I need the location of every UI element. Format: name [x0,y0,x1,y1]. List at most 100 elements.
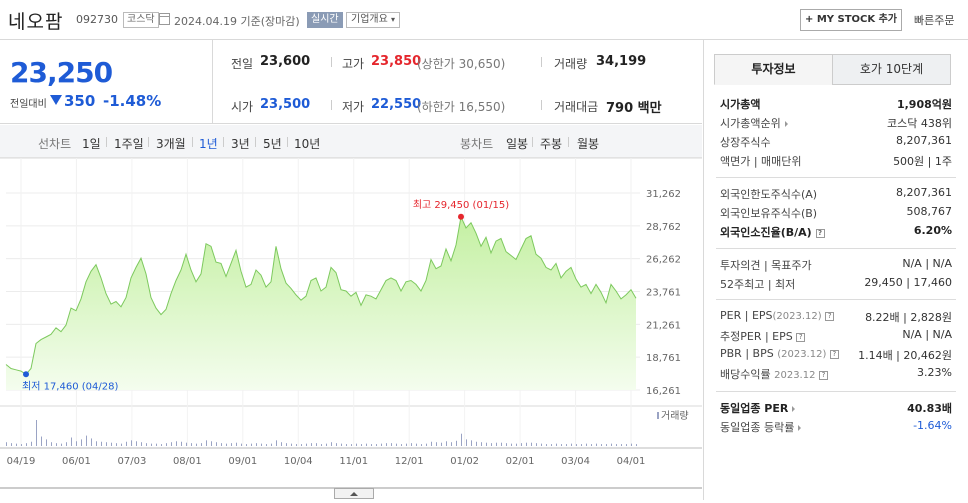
volume-bar [396,443,397,446]
volume-bar [486,442,487,446]
open-value: 23,500 [260,97,311,112]
volume-bar [296,444,297,446]
tab-invest-info[interactable]: 투자정보 [714,54,833,85]
volume-bar [241,443,242,446]
volume-legend-swatch [657,412,659,419]
volume-bar [196,443,197,446]
calendar-icon [159,13,170,25]
volume-bar [391,443,392,446]
divider [716,177,956,178]
volume-bar [541,443,542,446]
volume-bar [231,443,232,446]
volume-bar [366,443,367,446]
tab-monthly[interactable]: 월봉 [577,137,600,151]
tab-5y[interactable]: 5년 [263,137,282,151]
corp-overview-button[interactable]: 기업개요 ▾ [346,12,401,28]
help-icon[interactable]: ? [796,332,806,342]
divider [192,137,193,147]
est-eps-key: EPS [772,330,793,343]
tab-1w[interactable]: 1주일 [114,137,144,151]
volume-bar [621,444,622,446]
volume-bar [321,444,322,446]
high-marker [458,213,464,220]
x-tick-label: 08/01 [173,456,202,467]
foreign-limit-value: 8,207,361 [896,186,952,199]
volume-bar [626,444,627,446]
volume-bar [31,441,32,446]
tab-weekly[interactable]: 주봉 [540,137,563,151]
y-tick-label: 23,761 [646,288,681,299]
volume-bar [381,443,382,446]
volume-bar [351,444,352,446]
y-tick-label: 16,261 [646,386,681,397]
high-annotation: 최고 29,450 (01/15) [413,199,509,211]
volume-bar [531,442,532,446]
price-chart[interactable]: 최고 29,450 (01/15) 최저 17,460 (04/28) 거래량 3… [0,157,702,500]
volume-bar [236,442,237,446]
tab-3y[interactable]: 3년 [231,137,250,151]
tab-orderbook[interactable]: 호가 10단계 [832,54,951,85]
chart-scroll-handle[interactable] [334,488,374,499]
volume-bar [276,440,277,446]
industry-rate-label[interactable]: 동일업종 등락률 [720,419,802,435]
industry-rate-row: 동일업종 등락률 -1.64% [720,419,952,437]
volume-bar [216,442,217,446]
per-year: (2023.12) [772,311,822,322]
y-tick-label: 28,762 [646,222,681,233]
tab-3m[interactable]: 3개월 [156,137,186,151]
market-cap-rank-text: 시가총액순위 [720,117,781,130]
foreign-limit-label: 외국인한도주식수(A) [720,188,818,201]
tab-daily[interactable]: 일봉 [506,137,529,151]
foreign-ratio-label: 외국인소진율(B/A) ? [720,224,825,240]
x-tick-label: 06/01 [62,456,91,467]
x-tick-label: 01/02 [450,456,479,467]
add-mystock-button[interactable]: + MY STOCK 추가 [800,9,902,31]
eps-key: EPS [751,309,773,322]
volume-bar [566,444,567,446]
y-tick-label: 26,262 [646,255,681,266]
volume-bar [266,444,267,446]
help-icon[interactable]: ? [818,370,828,380]
listed-shares-row: 상장주식수 8,207,361 [720,134,952,152]
per-eps-value: 8.22배 | 2,828원 [865,311,952,324]
divider [541,100,542,110]
divider [212,40,213,124]
volume-bar [166,443,167,446]
volume-bar [376,444,377,446]
per-eps-row: PER | EPS(2023.12) ? 8.22배 | 2,828원 [720,309,952,327]
market-cap-row: 시가총액 1,908억원 [720,96,952,114]
help-icon[interactable]: ? [829,349,839,359]
tab-1y[interactable]: 1년 [199,137,218,151]
volume-bar [606,444,607,446]
down-arrow-icon [50,95,62,105]
volume-bar [441,442,442,446]
volume-bar [616,444,617,446]
upper-limit: (상한가 30,650) [417,57,506,71]
market-cap-rank-row: 시가총액순위 코스닥 438위 [720,115,952,133]
help-icon[interactable]: ? [815,228,825,238]
volume-bar [126,441,127,446]
tab-10y[interactable]: 10년 [294,137,321,151]
volume-bar [386,443,387,446]
volume-bar [371,444,372,446]
divider [287,137,288,147]
quick-order-link[interactable]: 빠른주문 [914,14,955,27]
dividend-row: 배당수익률 2023.12 ? 3.23% [720,366,952,384]
y-tick-label: 31,262 [646,189,681,200]
volume-bar [476,441,477,446]
tab-1d[interactable]: 1일 [82,137,101,151]
volume-bar [251,443,252,446]
realtime-badge[interactable]: 실시간 [307,12,343,28]
divider [568,137,569,147]
help-icon[interactable]: ? [825,311,835,321]
low-marker [23,371,29,378]
volume-bar [591,444,592,446]
divider [255,137,256,147]
market-cap-rank-label[interactable]: 시가총액순위 [720,115,788,131]
stock-code: 092730 [76,13,118,26]
volume-bar [61,443,62,446]
industry-per-label[interactable]: 동일업종 PER [720,400,796,416]
volume-bar [141,442,142,446]
volume-bar [506,443,507,446]
divider [331,100,332,110]
